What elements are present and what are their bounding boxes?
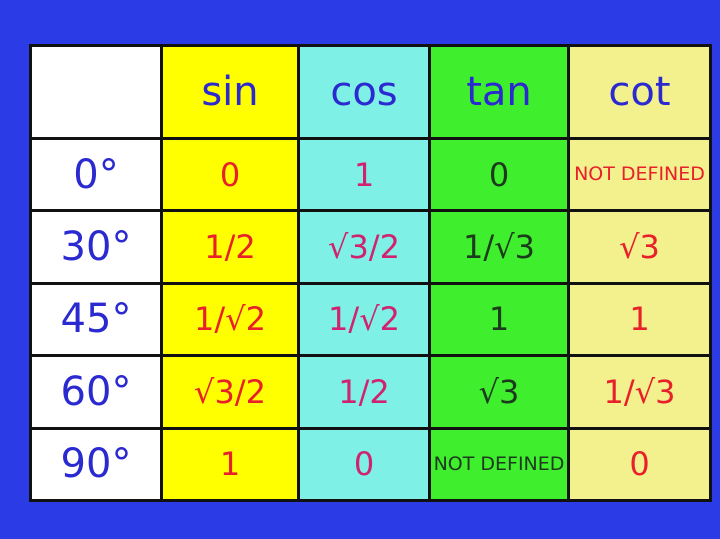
value-cell: NOT DEFINED bbox=[428, 426, 570, 503]
value-cell: √3 bbox=[428, 354, 570, 430]
table-body: sin cos tan cot 0° 0 1 0 NOT DEFINED 30° 1/2 √3… bbox=[29, 44, 712, 503]
angle-cell: 30° bbox=[29, 209, 163, 285]
table-row: 90° 1 0 NOT DEFINED 0 bbox=[29, 426, 712, 503]
value-cell: 1/√3 bbox=[428, 209, 570, 285]
table-row: 60° √3/2 1/2 √3 1/√3 bbox=[29, 354, 712, 430]
value-cell: 1 bbox=[428, 281, 570, 358]
header-cell: tan bbox=[428, 44, 570, 140]
value-cell: 1/√3 bbox=[567, 354, 712, 430]
value-cell: √3/2 bbox=[297, 209, 431, 285]
value-cell: NOT DEFINED bbox=[567, 136, 712, 213]
angle-cell: 45° bbox=[29, 281, 163, 358]
value-cell: 1/2 bbox=[160, 209, 300, 285]
header-cell: cos bbox=[297, 44, 431, 140]
angle-cell: 0° bbox=[29, 136, 163, 213]
table-row: 30° 1/2 √3/2 1/√3 √3 bbox=[29, 209, 712, 285]
value-cell: 0 bbox=[428, 136, 570, 213]
value-cell: 1/√2 bbox=[160, 281, 300, 358]
value-cell: 0 bbox=[160, 136, 300, 213]
header-cell: sin bbox=[160, 44, 300, 140]
value-cell: 1 bbox=[160, 426, 300, 503]
value-cell: 1/√2 bbox=[297, 281, 431, 358]
value-cell: 1 bbox=[567, 281, 712, 358]
trig-table: sin cos tan cot 0° 0 1 0 NOT DEFINED 30° 1/2 √3… bbox=[29, 44, 712, 503]
value-cell: √3/2 bbox=[160, 354, 300, 430]
table-row: 45° 1/√2 1/√2 1 1 bbox=[29, 281, 712, 358]
header-cell: cot bbox=[567, 44, 712, 140]
table-row: 0° 0 1 0 NOT DEFINED bbox=[29, 136, 712, 213]
angle-cell: 90° bbox=[29, 426, 163, 503]
corner-cell bbox=[29, 44, 163, 140]
value-cell: 1/2 bbox=[297, 354, 431, 430]
value-cell: √3 bbox=[567, 209, 712, 285]
header-row: sin cos tan cot bbox=[29, 44, 712, 140]
value-cell: 0 bbox=[567, 426, 712, 503]
value-cell: 0 bbox=[297, 426, 431, 503]
angle-cell: 60° bbox=[29, 354, 163, 430]
value-cell: 1 bbox=[297, 136, 431, 213]
